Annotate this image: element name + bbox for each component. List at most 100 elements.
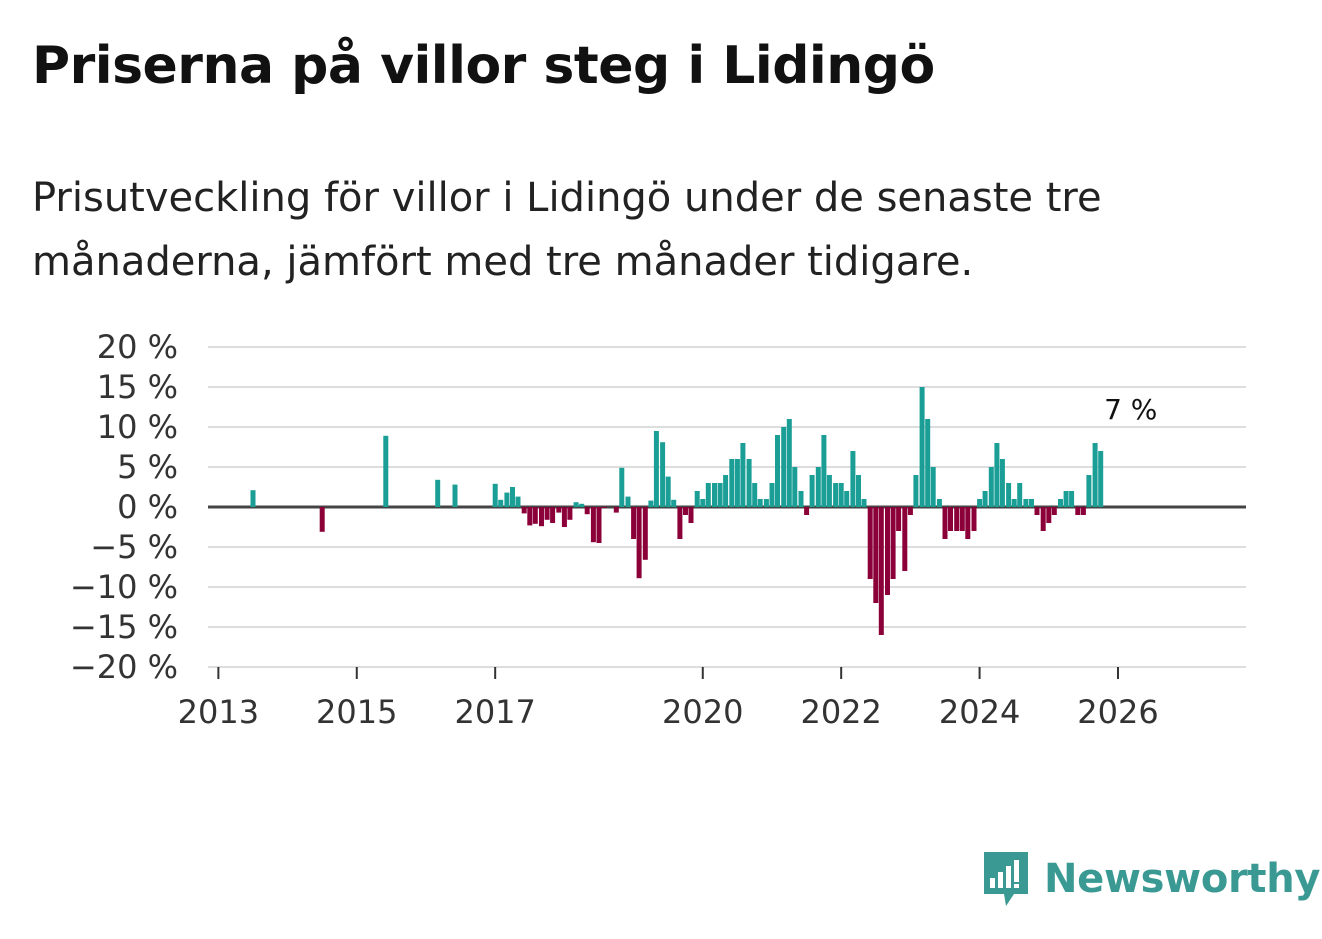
bar [844,491,850,507]
bar [902,507,908,571]
bar [798,491,804,507]
bar [1080,507,1086,515]
bar [660,442,666,507]
bar [1046,507,1052,523]
bar [890,507,896,579]
bar [515,496,521,507]
bar [521,507,527,514]
bar [532,507,538,524]
bar [1075,507,1081,515]
x-tick-label: 2017 [454,693,535,731]
bar [567,507,573,520]
y-tick-label: 15 % [97,368,178,406]
bar [919,387,925,507]
bar [435,479,441,507]
bar [619,467,625,507]
chart-subtitle: Prisutveckling för villor i Lidingö unde… [32,175,1102,285]
bar [642,507,648,560]
bar [1040,507,1046,531]
y-tick-label: 20 % [97,328,178,366]
y-tick-label: −20 % [70,648,178,686]
x-tick-label: 2020 [662,693,743,731]
bar [705,483,711,507]
bar [579,503,585,507]
bar [250,490,256,507]
bar [573,502,579,507]
bar [539,507,544,527]
x-axis: 2013 2015 2017 2020 2022 2024 2026 [178,667,1159,731]
bar [504,492,510,507]
bar [694,491,700,507]
bar [383,435,389,507]
bar [1086,475,1092,507]
bar [896,507,902,531]
latest-value-label: 7 % [1104,393,1157,426]
bar [1034,507,1040,515]
bar [584,507,590,515]
bar [977,499,983,507]
bar [636,507,642,579]
y-tick-label: 0 % [117,488,178,526]
bar [648,500,654,507]
bar [1011,499,1017,507]
bar [665,476,671,507]
bar [1058,499,1063,507]
y-tick-label: −5 % [90,528,178,566]
bar [1029,499,1034,507]
bar [556,507,562,513]
bar [1069,491,1075,507]
bar [625,496,631,507]
annotations: 7 % [1104,393,1157,426]
bar [602,507,607,508]
x-tick-label: 2024 [939,693,1020,731]
bar [544,507,550,520]
x-tick-label: 2013 [178,693,259,731]
bar [925,419,931,507]
bar [809,475,815,507]
bar [999,459,1005,507]
bar [740,443,746,507]
bar [613,507,619,513]
x-tick-label: 2015 [316,693,397,731]
bar [769,483,775,507]
chart-title: Priserna på villor steg i Lidingö [32,36,935,96]
bar [510,487,515,507]
bar [907,507,913,515]
bar [1063,491,1069,507]
newsworthy-logo: Newsworthy [980,848,1321,910]
bar [971,507,977,531]
bar [821,435,827,507]
y-tick-label: 5 % [117,448,178,486]
bar [1017,483,1023,507]
bar [838,483,844,507]
bar [717,483,723,507]
y-tick-label: −15 % [70,608,178,646]
bar [729,459,735,507]
bar [965,507,971,539]
bar [942,507,948,539]
bar [792,467,798,507]
bar [631,507,637,539]
bar [1098,451,1104,507]
bar [815,467,821,507]
bar [527,507,533,526]
x-tick-label: 2022 [800,693,881,731]
bar [746,459,752,507]
y-axis-labels: 20 %15 %10 %5 %0 %−5 %−10 %−15 %−20 % [70,328,178,686]
bar [856,475,861,507]
bar [683,507,688,515]
brand-name: Newsworthy [1044,856,1321,902]
bar [913,475,919,507]
bars [250,387,1104,635]
bar [723,475,729,507]
bar [1092,443,1098,507]
bar [826,475,832,507]
bar [700,499,706,507]
bar [885,507,890,595]
bar [804,507,810,515]
bar [1023,499,1029,507]
bar [959,507,965,531]
y-tick-label: 10 % [97,408,178,446]
bar-chart: 20 %15 %10 %5 %0 %−5 %−10 %−15 %−20 % 20… [70,328,1246,731]
bar [1051,507,1057,515]
